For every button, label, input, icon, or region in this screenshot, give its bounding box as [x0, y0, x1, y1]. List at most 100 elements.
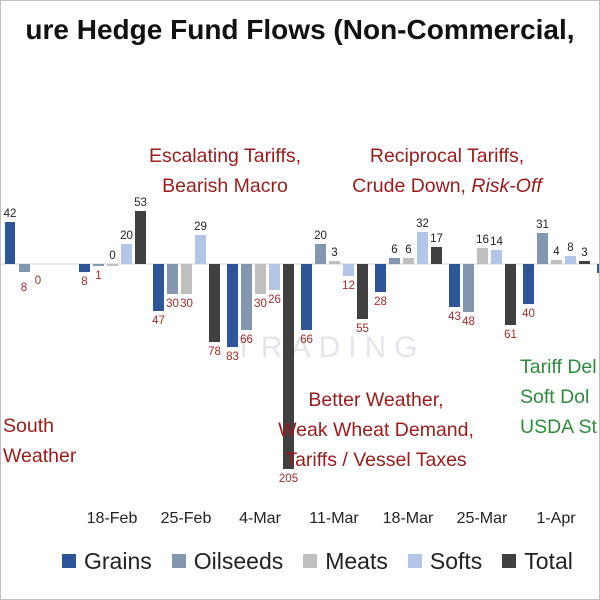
bar-total-25-feb	[209, 264, 220, 342]
value-label: 17	[430, 233, 443, 245]
value-label: 31	[536, 219, 549, 231]
bar-meats-18-feb	[107, 264, 118, 266]
bar-softs-25-mar	[491, 250, 502, 264]
annotation-better-weather: Weak Wheat Demand,	[278, 419, 474, 441]
value-label: 61	[504, 329, 517, 341]
value-label: 1	[95, 270, 101, 282]
bar-meats-4-mar	[255, 264, 266, 294]
legend-label: Grains	[84, 547, 152, 574]
bar-oilseeds-1-apr	[537, 233, 548, 264]
legend-label: Total	[524, 547, 573, 574]
legend-item-grains: Grains	[62, 548, 152, 575]
legend-item-meats: Meats	[303, 548, 388, 575]
value-label: 4	[553, 246, 560, 258]
value-label: 42	[4, 208, 17, 220]
value-label: 14	[490, 236, 503, 248]
value-label: 48	[462, 316, 475, 328]
x-tick-label: 1-Apr	[536, 510, 576, 527]
value-label: 20	[120, 230, 133, 242]
value-label: 30	[166, 298, 179, 310]
bar-oilseeds-18-mar	[389, 258, 400, 264]
value-label: 66	[240, 334, 253, 346]
legend-label: Meats	[325, 547, 388, 574]
value-label: 53	[134, 197, 147, 209]
x-tick-label: 25-Mar	[457, 510, 508, 527]
legend-swatch	[303, 554, 318, 568]
bar-oilseeds-25-mar	[463, 264, 474, 312]
annotation-reciprocal-tariffs: Reciprocal Tariffs,	[370, 145, 524, 167]
chart-title: ure Hedge Fund Flows (Non-Commercial,	[25, 14, 575, 45]
value-label: 30	[254, 298, 267, 310]
bar-grains-18-feb	[79, 264, 90, 272]
bar-grains-25-feb	[153, 264, 164, 311]
annotation-escalating-tariffs: Escalating Tariffs,	[149, 145, 301, 167]
value-label: 16	[476, 234, 489, 246]
legend-swatch	[407, 554, 422, 568]
bar-softs-18-mar	[417, 232, 428, 264]
x-tick-label: 18-Feb	[87, 510, 138, 527]
bar-total-4-mar	[283, 264, 294, 469]
value-label: 8	[567, 242, 573, 254]
legend-swatch	[62, 554, 76, 568]
bar-meats-11-mar	[329, 261, 340, 264]
value-label: 55	[356, 323, 369, 335]
x-tick-label: 25-Feb	[161, 510, 212, 527]
bar-oilseeds-18-feb	[93, 264, 104, 266]
bar-total-1-apr	[579, 261, 590, 264]
value-label: 8	[21, 282, 27, 294]
watermark-text: TRADING	[235, 331, 426, 364]
annotation-crude-down: Crude Down, Risk-Off	[352, 175, 544, 197]
annotation-tariff-delay: Soft Dol	[520, 386, 589, 408]
legend-label: Oilseeds	[193, 547, 284, 574]
legend-item-total: Total	[502, 548, 573, 575]
annotation-better-weather: Better Weather,	[308, 389, 443, 411]
bar-softs-18-feb	[121, 244, 132, 264]
bar-meats-25-mar	[477, 248, 488, 264]
annotation-tariff-delay: Tariff Del	[520, 356, 597, 378]
legend-label: Softs	[429, 547, 483, 574]
x-tick-label: 18-Mar	[383, 510, 434, 527]
bar-grains-11-mar	[301, 264, 312, 330]
value-label: 8	[81, 276, 87, 288]
bar-total-25-mar	[505, 264, 516, 325]
value-label: 6	[391, 244, 397, 256]
bar-meats-18-mar	[403, 258, 414, 264]
value-label: 3	[581, 247, 587, 259]
value-label: 0	[35, 275, 41, 287]
bar-partial-oilseeds	[19, 264, 30, 272]
bar-total-18-feb	[135, 211, 146, 264]
value-label: 205	[279, 473, 298, 485]
bar-oilseeds-25-feb	[167, 264, 178, 294]
bar-total-11-mar	[357, 264, 368, 319]
bar-oilseeds-11-mar	[315, 244, 326, 264]
value-label: 6	[405, 244, 411, 256]
bar-grains-18-mar	[375, 264, 386, 292]
bar-partial-grains	[5, 222, 15, 264]
value-label: 43	[448, 311, 461, 323]
annotation-tariff-delay: USDA St	[520, 416, 598, 438]
value-label: 0	[109, 250, 115, 262]
value-label: 47	[152, 315, 165, 327]
value-label: 30	[180, 298, 193, 310]
value-label: 28	[374, 296, 387, 308]
bar-grains-4-mar	[227, 264, 238, 347]
value-label: 40	[522, 308, 535, 320]
bar-meats-25-feb	[181, 264, 192, 294]
annotation-better-weather: Tariffs / Vessel Taxes	[285, 449, 467, 471]
legend-item-softs: Softs	[407, 547, 483, 575]
bar-softs-1-apr	[565, 256, 576, 264]
value-label: 3	[331, 247, 337, 259]
bar-softs-4-mar	[269, 264, 280, 290]
bar-meats-1-apr	[551, 260, 562, 264]
bar-grains-25-mar	[449, 264, 460, 307]
bar-softs-25-feb	[195, 235, 206, 264]
bar-grains-1-apr	[523, 264, 534, 304]
annotation-south-weather: South	[3, 415, 54, 437]
x-tick-label: 11-Mar	[309, 510, 359, 527]
bar-total-18-mar	[431, 247, 442, 264]
x-tick-label: 4-Mar	[239, 510, 281, 527]
value-label: 29	[194, 221, 207, 233]
annotation-escalating-tariffs: Bearish Macro	[162, 175, 288, 197]
bar-softs-11-mar	[343, 264, 354, 276]
